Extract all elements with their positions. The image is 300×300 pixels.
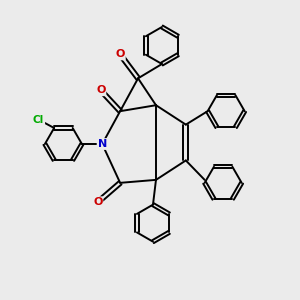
Text: N: N [98, 139, 107, 149]
Text: O: O [96, 85, 105, 95]
Text: Cl: Cl [33, 115, 44, 124]
Text: O: O [93, 197, 102, 207]
Text: O: O [116, 50, 125, 59]
